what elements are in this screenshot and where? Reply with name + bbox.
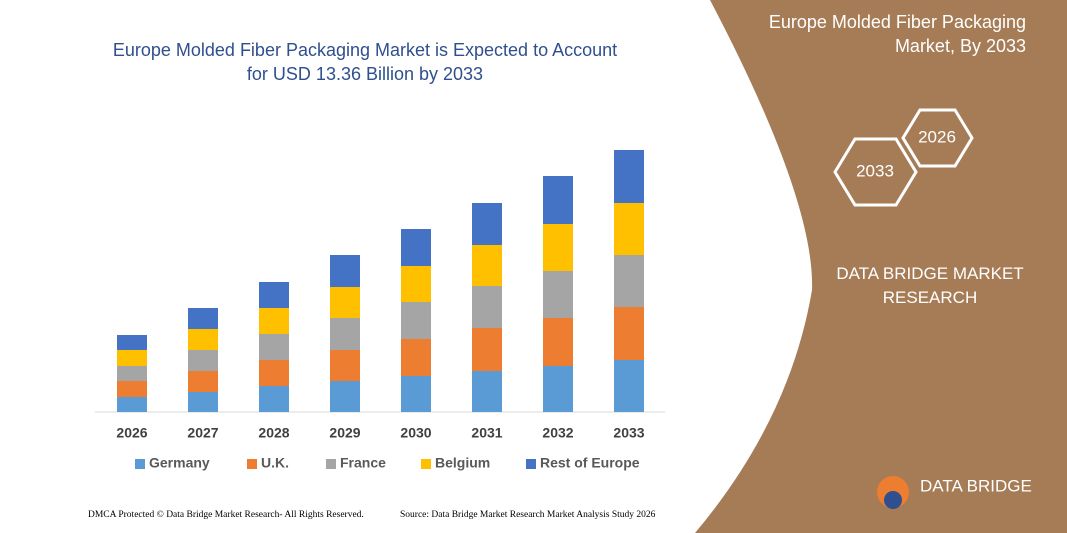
- bar-segment: [188, 392, 218, 412]
- legend-label: Germany: [149, 455, 210, 471]
- bar-segment: [117, 366, 147, 381]
- bar-segment: [401, 302, 431, 339]
- logo-icon: [884, 491, 902, 509]
- legend-label: France: [340, 455, 386, 471]
- bar-segment: [543, 176, 573, 224]
- x-tick-label: 2030: [400, 425, 431, 441]
- bar-segment: [472, 328, 502, 371]
- bar-segment: [117, 335, 147, 350]
- x-tick-label: 2029: [329, 425, 360, 441]
- x-tick-label: 2031: [471, 425, 502, 441]
- x-tick-label: 2026: [116, 425, 147, 441]
- bar-segment: [188, 308, 218, 329]
- legend-swatch: [135, 459, 145, 469]
- bar-segment: [614, 255, 644, 307]
- x-tick-label: 2032: [542, 425, 573, 441]
- bar-segment: [614, 307, 644, 360]
- chart-title: Europe Molded Fiber Packaging Market is …: [112, 40, 618, 84]
- bar-segment: [259, 386, 289, 412]
- bar-segment: [259, 282, 289, 308]
- bar-segment: [330, 318, 360, 350]
- x-tick-label: 2028: [258, 425, 289, 441]
- bar-segment: [614, 203, 644, 255]
- footer-left: DMCA Protected © Data Bridge Market Rese…: [88, 509, 364, 520]
- legend-swatch: [421, 459, 431, 469]
- bar-segment: [472, 286, 502, 328]
- bar-segment: [259, 334, 289, 360]
- bar-segment: [401, 266, 431, 302]
- bar-segment: [543, 318, 573, 366]
- bar-segment: [543, 366, 573, 412]
- bar-segment: [472, 203, 502, 245]
- bar-segment: [401, 339, 431, 376]
- bar-segment: [330, 350, 360, 381]
- hexagon: [901, 108, 974, 168]
- bar-segment: [188, 350, 218, 371]
- logo-text: DATA BRIDGE: [920, 476, 1032, 495]
- bar-segment: [614, 360, 644, 412]
- bar-segment: [543, 271, 573, 318]
- bar-segment: [330, 381, 360, 412]
- bar-segment: [543, 224, 573, 271]
- bar-segment: [472, 245, 502, 286]
- legend-label: Belgium: [435, 455, 490, 471]
- legend-label: Rest of Europe: [540, 455, 640, 471]
- brand-text: DATA BRIDGE MARKET RESEARCH: [836, 264, 1024, 307]
- bar-segment: [614, 150, 644, 203]
- bar-segment: [472, 371, 502, 412]
- bar-segment: [117, 381, 147, 397]
- bar-segment: [259, 360, 289, 386]
- x-tick-label: 2027: [187, 425, 218, 441]
- legend-swatch: [247, 459, 257, 469]
- bar-segment: [330, 287, 360, 318]
- bar-segment: [401, 229, 431, 266]
- bar-segment: [188, 329, 218, 350]
- bar-segment: [117, 350, 147, 366]
- hexagon-label: 2033: [856, 161, 894, 180]
- bar-segment: [401, 376, 431, 412]
- bar-segment: [330, 255, 360, 287]
- bar-segment: [259, 308, 289, 334]
- bar-segment: [188, 371, 218, 392]
- hexagon: [833, 137, 918, 207]
- legend-label: U.K.: [261, 455, 289, 471]
- bar-segment: [117, 397, 147, 412]
- hexagon-label: 2026: [918, 127, 956, 146]
- panel-title: Europe Molded Fiber Packaging Market, By…: [768, 12, 1026, 56]
- x-tick-label: 2033: [613, 425, 644, 441]
- footer-right: Source: Data Bridge Market Research Mark…: [400, 510, 656, 520]
- side-panel: [695, 0, 1067, 533]
- legend-swatch: [526, 459, 536, 469]
- legend-swatch: [326, 459, 336, 469]
